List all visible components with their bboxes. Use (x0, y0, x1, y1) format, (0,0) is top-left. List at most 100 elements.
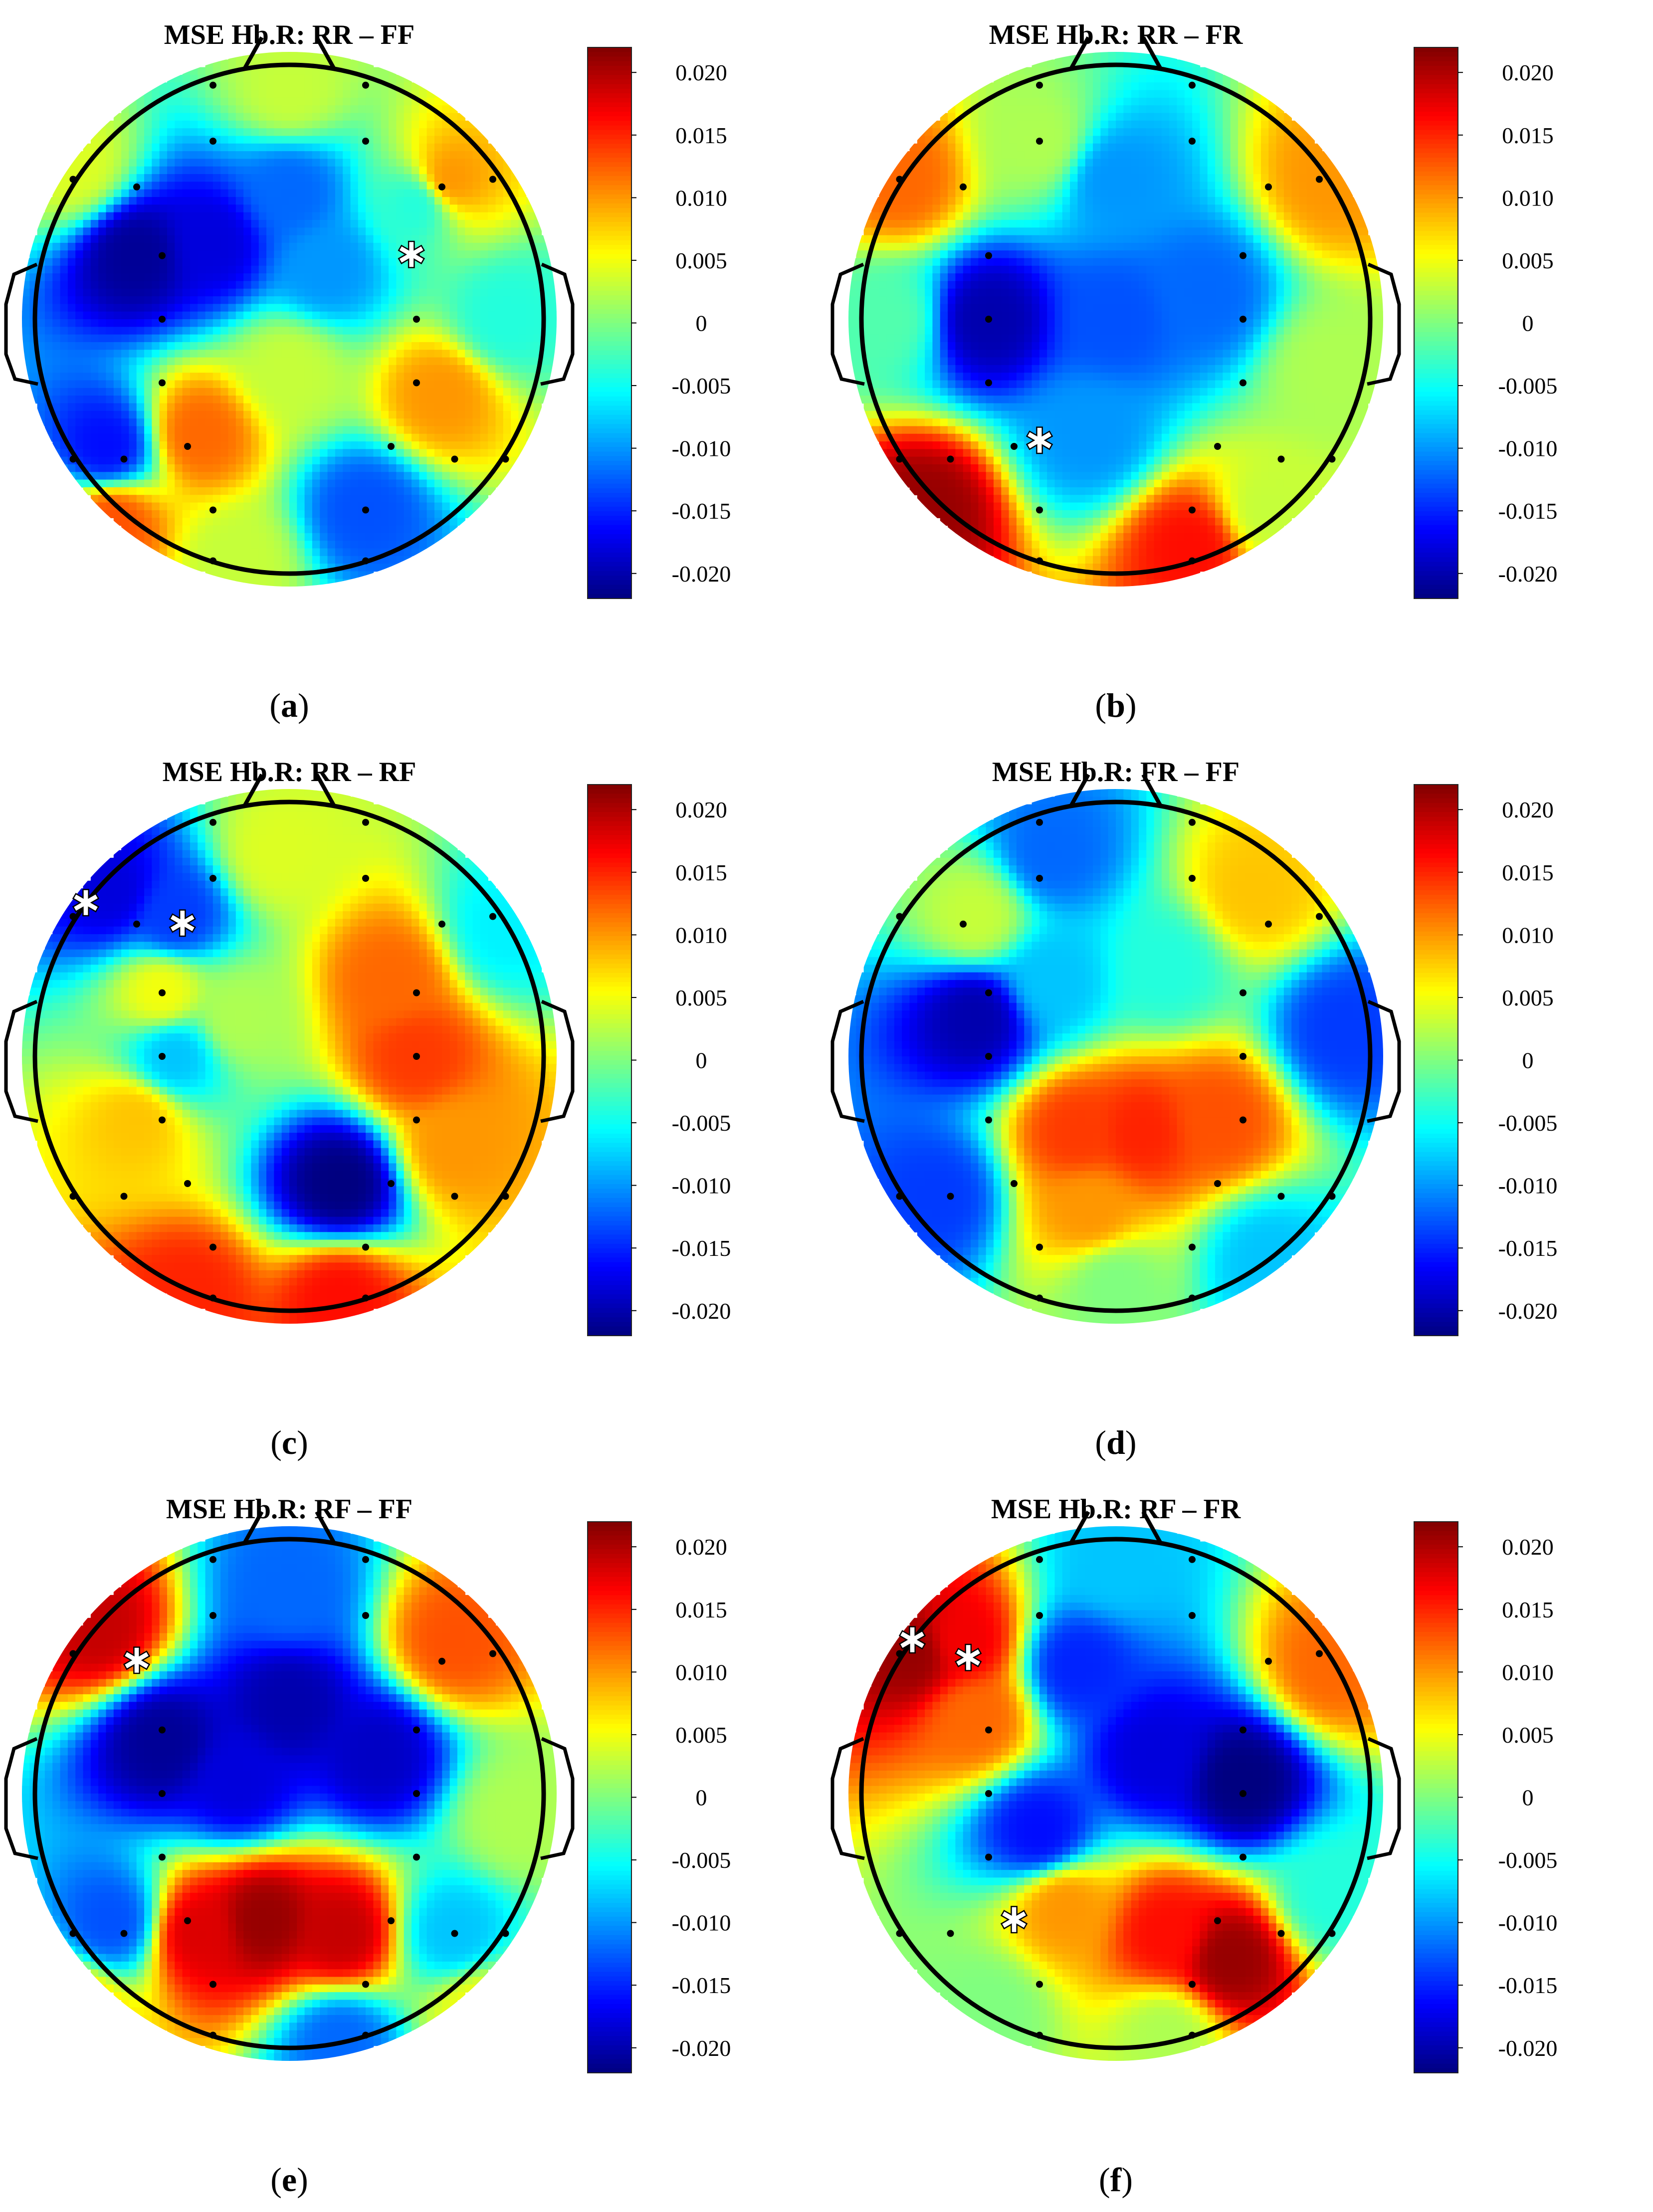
colorbar-tick-label: 0.005 (675, 985, 727, 1010)
head-outline (859, 800, 1373, 1313)
electrode-dot (362, 1243, 369, 1251)
electrode-dot (209, 818, 216, 826)
significance-marker: ✱ (953, 1637, 983, 1679)
electrode-dot (209, 875, 216, 882)
electrode-dot (1277, 455, 1285, 463)
colorbar-tick-label: -0.010 (1498, 1173, 1558, 1199)
head-outline (32, 62, 546, 576)
colorbar: 0.020 0.015 0.010 0.005 0 -0.005 -0.010 -0.015 -… (587, 47, 731, 599)
electrode-dot (438, 1657, 445, 1665)
colorbar-tick-label: -0.005 (672, 373, 731, 399)
electrode-dot (451, 1930, 458, 1937)
electrode-dot (502, 1193, 509, 1200)
electrode-dot (159, 1790, 166, 1797)
electrode-dot (985, 1116, 992, 1124)
map-title: MSE Hb.R: RR – RF (163, 757, 416, 788)
electrode-dot (1316, 176, 1323, 183)
electrode-dot (1240, 1853, 1246, 1861)
nose-outline (242, 36, 336, 70)
electrode-dot (413, 1116, 420, 1124)
electrode-dot (362, 506, 369, 514)
electrode-dot (69, 913, 77, 920)
electrode-dot (985, 252, 992, 259)
electrode-dot (1240, 1116, 1246, 1124)
panel-caption: (f) (1041, 2160, 1191, 2200)
electrode-dot (896, 1193, 903, 1200)
colorbar-tick-label: 0 (1522, 1048, 1534, 1073)
electrode-dot (1036, 1556, 1043, 1563)
panel-c: MSE Hb.R: RR – RF ✱ ✱ 0.020 0.015 0.010 0.005 0… (0, 737, 826, 1474)
colorbar-tick-label: 0.015 (1502, 860, 1554, 885)
topomap-svg: MSE Hb.R: FR – FF 0.020 0.015 0.010 0.005 0 -0… (830, 757, 1558, 1336)
right-ear-outline (540, 1000, 575, 1123)
electrode-dot (985, 989, 992, 997)
electrode-dot (413, 379, 420, 387)
electrode-dot (362, 138, 369, 145)
electrode-dot (451, 455, 458, 463)
electrode-dot (985, 1790, 992, 1797)
electrode-dot (1328, 1930, 1336, 1937)
electrode-dot (362, 818, 369, 826)
colorbar-tick-label: 0.020 (1502, 60, 1554, 85)
electrode-dot (1036, 818, 1043, 826)
left-ear-outline (4, 1000, 38, 1123)
electrode-dot (1277, 1193, 1285, 1200)
colorbar: 0.020 0.015 0.010 0.005 0 -0.005 -0.010 -0.015 -… (1414, 1521, 1557, 2073)
electrode-dot (413, 1053, 420, 1060)
panel-caption: (c) (214, 1423, 364, 1462)
panel-e: MSE Hb.R: RF – FF ✱ 0.020 0.015 0.010 0.005 0 -… (0, 1474, 826, 2212)
electrode-dot (1328, 455, 1336, 463)
left-ear-outline (4, 262, 38, 386)
electrode-dot (1214, 1917, 1221, 1924)
colorbar-tick-label: -0.010 (672, 1173, 731, 1199)
colorbar-tick-label: -0.010 (1498, 436, 1558, 461)
right-ear-outline (1367, 262, 1401, 386)
nose-outline (242, 1511, 336, 1544)
electrode-dot (985, 379, 992, 387)
electrode-dot (362, 1556, 369, 1563)
electrode-dot (1189, 875, 1196, 882)
colorbar-tick-label: 0.020 (675, 60, 727, 85)
right-ear-outline (1367, 1737, 1401, 1860)
left-ear-outline (830, 1737, 865, 1860)
electrode-dot (159, 1853, 166, 1861)
electrode-dot (1189, 818, 1196, 826)
left-ear-outline (830, 1000, 865, 1123)
colorbar-tick-label: -0.020 (1498, 1298, 1558, 1324)
electrode-dot (1036, 875, 1043, 882)
electrode-dot (413, 1790, 420, 1797)
electrode-dot (947, 1930, 954, 1937)
electrode-dot (159, 1116, 166, 1124)
electrode-dot (159, 1053, 166, 1060)
colorbar-tick-label: 0.005 (1502, 248, 1554, 273)
electrode-dot (1189, 506, 1196, 514)
electrode-dot (362, 1294, 369, 1302)
colorbar-tick-label: 0.015 (1502, 1597, 1554, 1622)
head-outline (859, 1537, 1373, 2050)
colorbar-tick-label: -0.020 (672, 561, 731, 587)
left-ear-outline (4, 1737, 38, 1860)
electrode-dot (438, 920, 445, 928)
colorbar-tick-label: 0.005 (1502, 985, 1554, 1010)
electrode-dot (985, 1853, 992, 1861)
electrode-dot (209, 1294, 216, 1302)
electrode-dot (362, 1612, 369, 1619)
electrode-dot (1011, 1180, 1018, 1187)
electrode-dot (1189, 1556, 1196, 1563)
significance-marker: ✱ (999, 1899, 1029, 1941)
panel-caption: (e) (214, 2160, 364, 2200)
colorbar-tick-label: -0.015 (1498, 1235, 1558, 1261)
topomap-svg: MSE Hb.R: RR – FF ✱ 0.020 0.015 0.010 0.005 0 -… (4, 19, 731, 599)
electrode-dot (1036, 1612, 1043, 1619)
electrode-dot (362, 557, 369, 565)
electrode-dot (133, 920, 140, 928)
electrode-dot (413, 316, 420, 323)
electrode-dot (388, 1180, 395, 1187)
electrode-dot (362, 1981, 369, 1988)
panel-caption: (d) (1041, 1423, 1191, 1462)
electrode-dot (960, 183, 967, 191)
electrode-dot (1011, 443, 1018, 450)
colorbar-tick-label: -0.005 (1498, 373, 1558, 399)
topomap-svg: MSE Hb.R: RF – FR ✱ ✱ ✱ 0.020 0.015 0.010 0.005… (830, 1494, 1557, 2073)
colorbar-tick-label: -0.015 (672, 1973, 731, 1998)
